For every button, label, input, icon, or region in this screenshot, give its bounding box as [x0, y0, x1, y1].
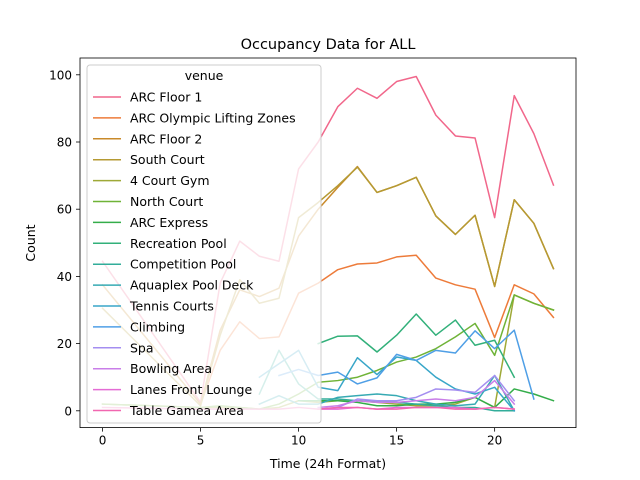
- x-axis-ticks: 0 5 10 15 20: [99, 427, 502, 448]
- legend-entry-8: Competition Pool: [93, 257, 236, 272]
- legend-label-3: South Court: [130, 152, 205, 167]
- legend-entry-2: ARC Floor 2: [93, 131, 202, 146]
- y-tick-label-2: 40: [57, 270, 72, 284]
- legend-label-14: Lanes Front Lounge: [130, 382, 252, 397]
- plot-frame: [79, 57, 577, 429]
- y-tick-label-4: 80: [57, 136, 72, 150]
- chart-title: Occupancy Data for ALL: [241, 37, 416, 53]
- legend-entry-7: Recreation Pool: [93, 236, 227, 251]
- legend-entry-6: ARC Express: [93, 215, 208, 230]
- legend-label-15: Table Gamea Area: [129, 403, 244, 418]
- x-tick-label-1: 5: [197, 434, 205, 448]
- legend-entry-12: Spa: [93, 340, 154, 355]
- legend-entry-11: Climbing: [93, 319, 185, 334]
- legend-label-0: ARC Floor 1: [130, 90, 202, 105]
- legend-label-11: Climbing: [130, 319, 185, 334]
- legend-label-4: 4 Court Gym: [130, 173, 210, 188]
- x-tick-label-0: 0: [99, 434, 107, 448]
- legend-entry-3: South Court: [93, 152, 205, 167]
- legend: venue ARC Floor 1 ARC Olympic Lifting Zon…: [86, 64, 322, 424]
- y-tick-label-3: 60: [57, 203, 72, 217]
- legend-label-13: Bowling Area: [130, 361, 212, 376]
- legend-entries: ARC Floor 1 ARC Olympic Lifting Zones ARC …: [93, 90, 296, 418]
- series-line-6: [297, 388, 555, 409]
- legend-label-2: ARC Floor 2: [130, 131, 202, 146]
- legend-entry-15: Table Gamea Area: [93, 403, 244, 418]
- y-tick-label-1: 20: [57, 337, 72, 351]
- legend-label-7: Recreation Pool: [130, 236, 227, 251]
- series-line-7: [317, 313, 516, 379]
- y-tick-label-0: 0: [64, 404, 72, 418]
- legend-box: [86, 64, 322, 424]
- legend-label-12: Spa: [130, 340, 154, 355]
- legend-entry-5: North Court: [93, 194, 203, 209]
- y-axis-ticks: 0 20 40 60 80 100: [49, 68, 80, 418]
- series-line-13: [317, 379, 516, 409]
- x-tick-label-4: 20: [487, 434, 502, 448]
- legend-label-5: North Court: [130, 194, 203, 209]
- x-tick-label-2: 10: [291, 434, 306, 448]
- legend-label-8: Competition Pool: [130, 257, 236, 272]
- y-axis-label: Count: [23, 224, 38, 261]
- legend-entry-14: Lanes Front Lounge: [93, 382, 252, 397]
- legend-label-10: Tennis Courts: [129, 299, 214, 314]
- legend-entry-13: Bowling Area: [93, 361, 212, 376]
- y-tick-label-5: 100: [49, 68, 72, 82]
- legend-title: venue: [185, 68, 224, 83]
- legend-entry-9: Aquaplex Pool Deck: [93, 278, 254, 293]
- legend-label-6: ARC Express: [130, 215, 208, 230]
- x-tick-label-3: 15: [389, 434, 404, 448]
- legend-entry-0: ARC Floor 1: [93, 90, 202, 105]
- legend-entry-4: 4 Court Gym: [93, 173, 210, 188]
- legend-entry-10: Tennis Courts: [93, 299, 214, 314]
- legend-label-9: Aquaplex Pool Deck: [130, 278, 254, 293]
- legend-label-1: ARC Olympic Lifting Zones: [130, 110, 296, 125]
- legend-entry-1: ARC Olympic Lifting Zones: [93, 110, 296, 125]
- x-axis-label: Time (24h Format): [269, 456, 386, 471]
